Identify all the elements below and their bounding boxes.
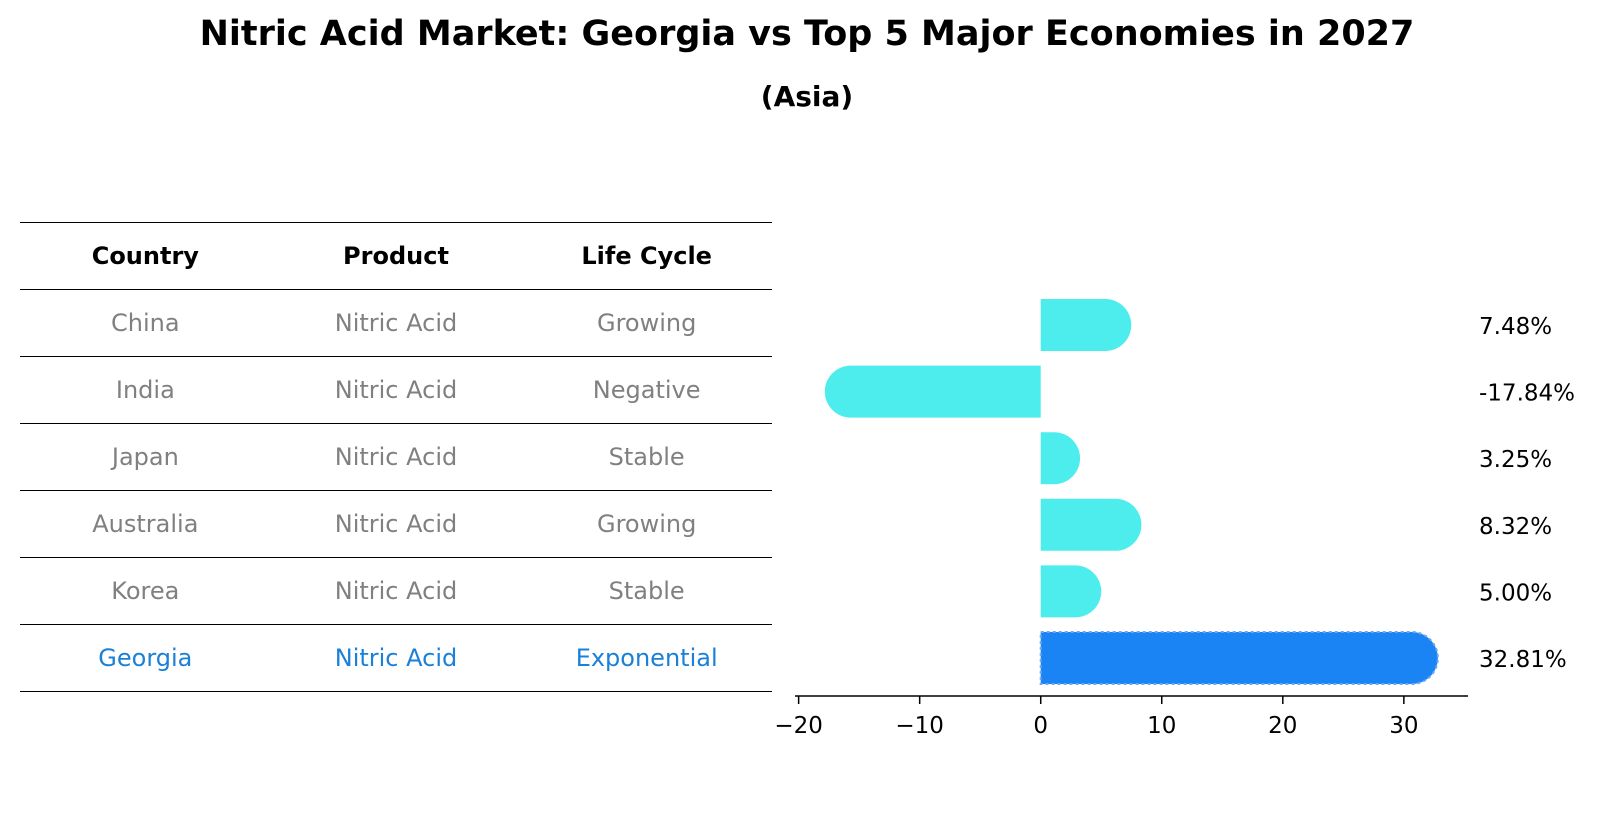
cell-country: Japan [20,423,271,491]
cell-life-cycle: Growing [521,289,772,357]
table-row: Australia Nitric Acid Growing [20,490,772,558]
chart-subtitle: (Asia) [760,80,854,113]
header-life-cycle: Life Cycle [521,222,772,290]
cell-life-cycle: Growing [521,490,772,558]
table-row: Korea Nitric Acid Stable [20,557,772,625]
cell-country: Georgia [20,624,271,692]
x-tick-label: −10 [895,713,944,739]
header-product: Product [270,222,522,290]
cell-life-cycle: Stable [521,557,772,625]
cell-country: China [20,289,271,357]
cell-product: Nitric Acid [270,289,522,357]
cell-product: Nitric Acid [270,356,522,424]
data-label: 8.32% [1479,514,1552,540]
cell-country: India [20,356,271,424]
table-row: Japan Nitric Acid Stable [20,423,772,491]
chart-title: Nitric Acid Market: Georgia vs Top 5 Maj… [199,14,1415,54]
cell-product: Nitric Acid [270,490,522,558]
x-tick-label: 10 [1147,713,1176,739]
table-row: China Nitric Acid Growing [20,289,772,357]
bar-japan [1040,432,1081,485]
data-label: -17.84% [1479,381,1575,407]
data-label: 32.81% [1479,647,1567,673]
cell-product: Nitric Acid [270,624,522,692]
bar-australia [1040,498,1142,551]
x-tick-label: 0 [1033,713,1048,739]
cell-life-cycle: Negative [521,356,772,424]
country-table: Country Product Life Cycle China Nitric … [20,222,772,692]
data-label: 3.25% [1479,447,1552,473]
cell-life-cycle: Stable [521,423,772,491]
bar-georgia [1039,631,1439,685]
cell-product: Nitric Acid [270,423,522,491]
cell-country: Australia [20,490,271,558]
table-row-highlight: Georgia Nitric Acid Exponential [20,624,772,692]
data-label: 7.48% [1479,314,1552,340]
cell-country: Korea [20,557,271,625]
cell-life-cycle: Exponential [521,624,772,692]
bar-china [1040,299,1132,351]
header-country: Country [20,222,271,290]
x-tick-label: 30 [1389,713,1418,739]
x-tick-label: 20 [1268,713,1297,739]
bar-india [824,365,1041,418]
data-label: 5.00% [1479,580,1552,606]
cell-product: Nitric Acid [270,557,522,625]
x-tick-label: −20 [774,713,823,739]
table-header-row: Country Product Life Cycle [20,222,772,290]
table-row: India Nitric Acid Negative [20,356,772,424]
bar-korea [1040,565,1102,618]
